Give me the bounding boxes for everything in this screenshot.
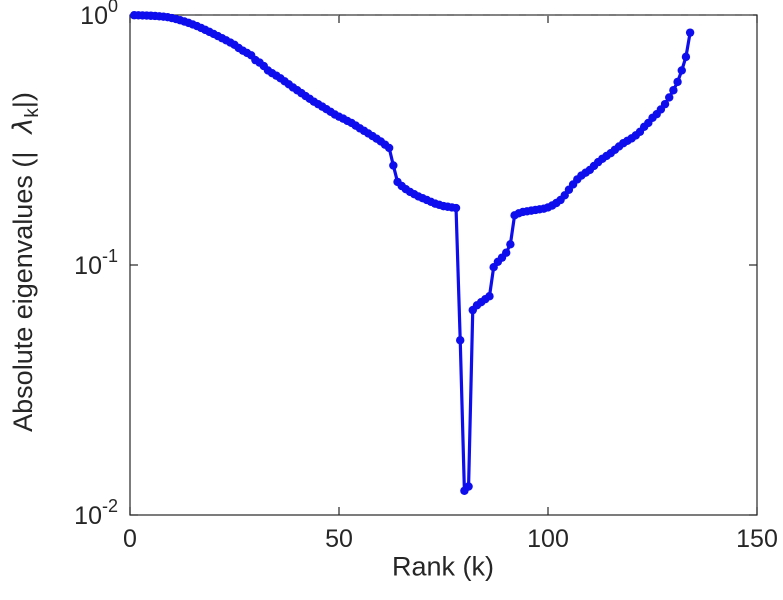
lambda-subscript: k — [22, 108, 43, 118]
data-point-marker — [665, 93, 674, 102]
axis-box — [129, 14, 758, 516]
data-point-marker — [660, 99, 670, 109]
data-point-marker — [502, 248, 511, 257]
data-point-marker — [485, 292, 494, 301]
x-tick-label: 50 — [325, 525, 353, 553]
y-axis-label-suffix: |) — [8, 92, 38, 109]
data-point-marker — [681, 52, 691, 62]
eigenvalue-line — [132, 13, 692, 493]
x-axis-label: Rank (k) — [391, 551, 495, 582]
y-tick-label: 10-1 — [74, 246, 118, 280]
y-axis-label: Absolute eigenvalues (| λk|) — [8, 92, 44, 432]
x-tick-label: 100 — [527, 525, 569, 553]
data-point-marker — [669, 86, 678, 95]
data-point-marker — [677, 66, 686, 75]
data-point-marker — [389, 161, 398, 170]
y-axis-label-prefix: Absolute eigenvalues (| — [8, 151, 38, 432]
data-point-marker — [451, 203, 461, 213]
lambda-symbol: λ — [8, 117, 39, 134]
data-point-marker — [384, 143, 394, 153]
data-point-marker — [464, 482, 473, 491]
x-tick-label: 150 — [736, 525, 778, 553]
y-tick-label: 10-2 — [74, 496, 118, 530]
data-point-marker — [673, 77, 682, 87]
x-tick-label: 0 — [123, 525, 137, 553]
data-point-marker — [506, 240, 515, 249]
data-point-marker — [685, 28, 695, 37]
y-tick-label: 100 — [80, 0, 118, 30]
data-point-marker — [456, 336, 465, 345]
